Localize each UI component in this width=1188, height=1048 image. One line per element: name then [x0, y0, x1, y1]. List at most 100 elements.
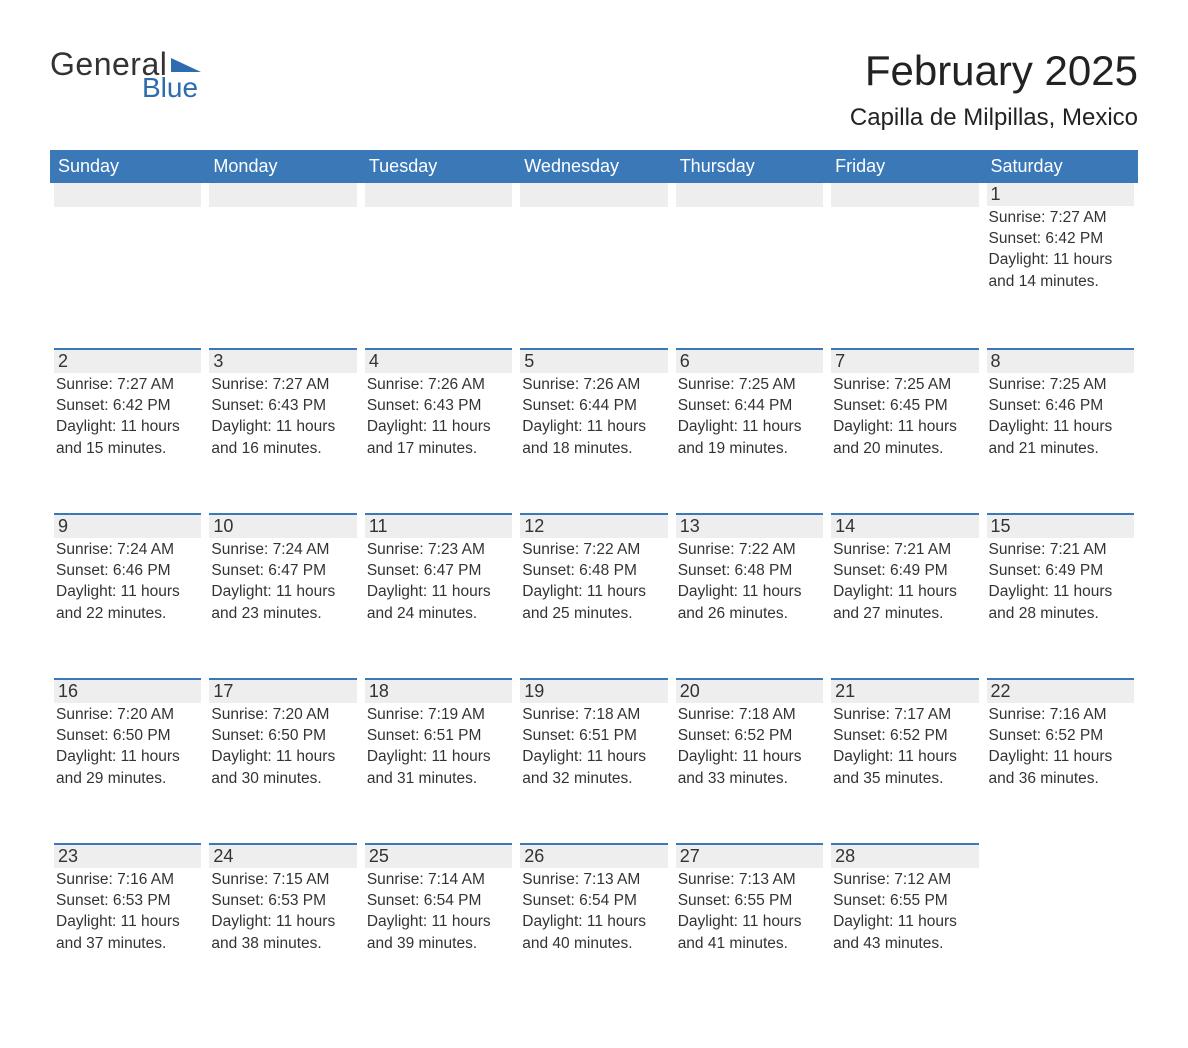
day-day1: Daylight: 11 hours [522, 912, 665, 932]
day-sunset: Sunset: 6:50 PM [56, 726, 199, 746]
day-number: 1 [987, 183, 1134, 206]
day-sunrise: Sunrise: 7:25 AM [833, 375, 976, 395]
day-day1: Daylight: 11 hours [522, 582, 665, 602]
day-info: Sunrise: 7:22 AMSunset: 6:48 PMDaylight:… [520, 540, 667, 624]
calendar-cell [205, 183, 360, 348]
calendar-cell: 4Sunrise: 7:26 AMSunset: 6:43 PMDaylight… [361, 348, 516, 513]
calendar-week-row: 23Sunrise: 7:16 AMSunset: 6:53 PMDayligh… [50, 843, 1138, 1008]
day-info: Sunrise: 7:27 AMSunset: 6:42 PMDaylight:… [987, 208, 1134, 292]
day-number: 3 [209, 348, 356, 373]
day-sunrise: Sunrise: 7:20 AM [211, 705, 354, 725]
day-day2: and 16 minutes. [211, 439, 354, 459]
calendar-cell: 27Sunrise: 7:13 AMSunset: 6:55 PMDayligh… [672, 843, 827, 1008]
day-info: Sunrise: 7:18 AMSunset: 6:51 PMDaylight:… [520, 705, 667, 789]
day-sunset: Sunset: 6:43 PM [211, 396, 354, 416]
calendar-cell: 14Sunrise: 7:21 AMSunset: 6:49 PMDayligh… [827, 513, 982, 678]
day-number: 25 [365, 843, 512, 868]
day-info: Sunrise: 7:21 AMSunset: 6:49 PMDaylight:… [987, 540, 1134, 624]
calendar-cell: 1Sunrise: 7:27 AMSunset: 6:42 PMDaylight… [983, 183, 1138, 348]
weekday-header: Wednesday [516, 150, 671, 183]
day-sunrise: Sunrise: 7:17 AM [833, 705, 976, 725]
day-sunrise: Sunrise: 7:13 AM [522, 870, 665, 890]
day-sunset: Sunset: 6:44 PM [678, 396, 821, 416]
calendar-week-row: 16Sunrise: 7:20 AMSunset: 6:50 PMDayligh… [50, 678, 1138, 843]
day-day2: and 29 minutes. [56, 769, 199, 789]
day-sunset: Sunset: 6:46 PM [56, 561, 199, 581]
calendar-cell: 3Sunrise: 7:27 AMSunset: 6:43 PMDaylight… [205, 348, 360, 513]
day-number: 10 [209, 513, 356, 538]
day-number: 24 [209, 843, 356, 868]
day-sunset: Sunset: 6:45 PM [833, 396, 976, 416]
calendar-cell: 13Sunrise: 7:22 AMSunset: 6:48 PMDayligh… [672, 513, 827, 678]
day-day2: and 27 minutes. [833, 604, 976, 624]
day-number: 28 [831, 843, 978, 868]
calendar-cell: 5Sunrise: 7:26 AMSunset: 6:44 PMDaylight… [516, 348, 671, 513]
day-info: Sunrise: 7:25 AMSunset: 6:44 PMDaylight:… [676, 375, 823, 459]
calendar-cell: 20Sunrise: 7:18 AMSunset: 6:52 PMDayligh… [672, 678, 827, 843]
day-day2: and 19 minutes. [678, 439, 821, 459]
day-info: Sunrise: 7:13 AMSunset: 6:54 PMDaylight:… [520, 870, 667, 954]
day-sunrise: Sunrise: 7:18 AM [522, 705, 665, 725]
day-day1: Daylight: 11 hours [678, 747, 821, 767]
day-info: Sunrise: 7:22 AMSunset: 6:48 PMDaylight:… [676, 540, 823, 624]
day-sunset: Sunset: 6:51 PM [522, 726, 665, 746]
day-sunset: Sunset: 6:42 PM [989, 229, 1132, 249]
calendar-cell [361, 183, 516, 348]
day-number: 5 [520, 348, 667, 373]
calendar-week-row: 1Sunrise: 7:27 AMSunset: 6:42 PMDaylight… [50, 183, 1138, 348]
weekday-header-row: SundayMondayTuesdayWednesdayThursdayFrid… [50, 150, 1138, 183]
day-sunrise: Sunrise: 7:26 AM [367, 375, 510, 395]
day-number: 26 [520, 843, 667, 868]
weekday-header: Sunday [50, 150, 205, 183]
day-day1: Daylight: 11 hours [211, 747, 354, 767]
day-number: 11 [365, 513, 512, 538]
day-sunrise: Sunrise: 7:27 AM [211, 375, 354, 395]
day-sunset: Sunset: 6:46 PM [989, 396, 1132, 416]
day-day2: and 30 minutes. [211, 769, 354, 789]
day-sunrise: Sunrise: 7:26 AM [522, 375, 665, 395]
day-day2: and 25 minutes. [522, 604, 665, 624]
day-info: Sunrise: 7:25 AMSunset: 6:46 PMDaylight:… [987, 375, 1134, 459]
day-sunset: Sunset: 6:43 PM [367, 396, 510, 416]
day-day2: and 17 minutes. [367, 439, 510, 459]
day-day1: Daylight: 11 hours [522, 747, 665, 767]
day-sunset: Sunset: 6:51 PM [367, 726, 510, 746]
day-sunset: Sunset: 6:52 PM [833, 726, 976, 746]
day-sunset: Sunset: 6:47 PM [367, 561, 510, 581]
day-sunrise: Sunrise: 7:20 AM [56, 705, 199, 725]
day-info: Sunrise: 7:16 AMSunset: 6:53 PMDaylight:… [54, 870, 201, 954]
title-block: February 2025 Capilla de Milpillas, Mexi… [850, 48, 1138, 132]
day-day1: Daylight: 11 hours [56, 417, 199, 437]
day-day2: and 18 minutes. [522, 439, 665, 459]
day-sunset: Sunset: 6:49 PM [833, 561, 976, 581]
day-number: 16 [54, 678, 201, 703]
empty-day-bar [209, 183, 356, 207]
day-sunrise: Sunrise: 7:22 AM [522, 540, 665, 560]
day-number: 27 [676, 843, 823, 868]
day-info: Sunrise: 7:16 AMSunset: 6:52 PMDaylight:… [987, 705, 1134, 789]
day-day1: Daylight: 11 hours [833, 912, 976, 932]
day-number: 2 [54, 348, 201, 373]
day-day1: Daylight: 11 hours [367, 582, 510, 602]
day-day2: and 41 minutes. [678, 934, 821, 954]
day-number: 14 [831, 513, 978, 538]
day-info: Sunrise: 7:27 AMSunset: 6:43 PMDaylight:… [209, 375, 356, 459]
day-day2: and 24 minutes. [367, 604, 510, 624]
day-day1: Daylight: 11 hours [56, 582, 199, 602]
day-day1: Daylight: 11 hours [367, 747, 510, 767]
day-day1: Daylight: 11 hours [367, 912, 510, 932]
day-sunrise: Sunrise: 7:25 AM [989, 375, 1132, 395]
calendar-cell: 9Sunrise: 7:24 AMSunset: 6:46 PMDaylight… [50, 513, 205, 678]
day-day2: and 36 minutes. [989, 769, 1132, 789]
day-day1: Daylight: 11 hours [833, 417, 976, 437]
calendar-cell: 18Sunrise: 7:19 AMSunset: 6:51 PMDayligh… [361, 678, 516, 843]
day-number: 23 [54, 843, 201, 868]
brand-triangle-icon [171, 54, 201, 74]
day-info: Sunrise: 7:24 AMSunset: 6:46 PMDaylight:… [54, 540, 201, 624]
calendar-cell: 22Sunrise: 7:16 AMSunset: 6:52 PMDayligh… [983, 678, 1138, 843]
calendar-cell: 24Sunrise: 7:15 AMSunset: 6:53 PMDayligh… [205, 843, 360, 1008]
calendar-cell: 10Sunrise: 7:24 AMSunset: 6:47 PMDayligh… [205, 513, 360, 678]
brand-word2: Blue [142, 74, 198, 102]
calendar-cell: 28Sunrise: 7:12 AMSunset: 6:55 PMDayligh… [827, 843, 982, 1008]
day-sunrise: Sunrise: 7:13 AM [678, 870, 821, 890]
